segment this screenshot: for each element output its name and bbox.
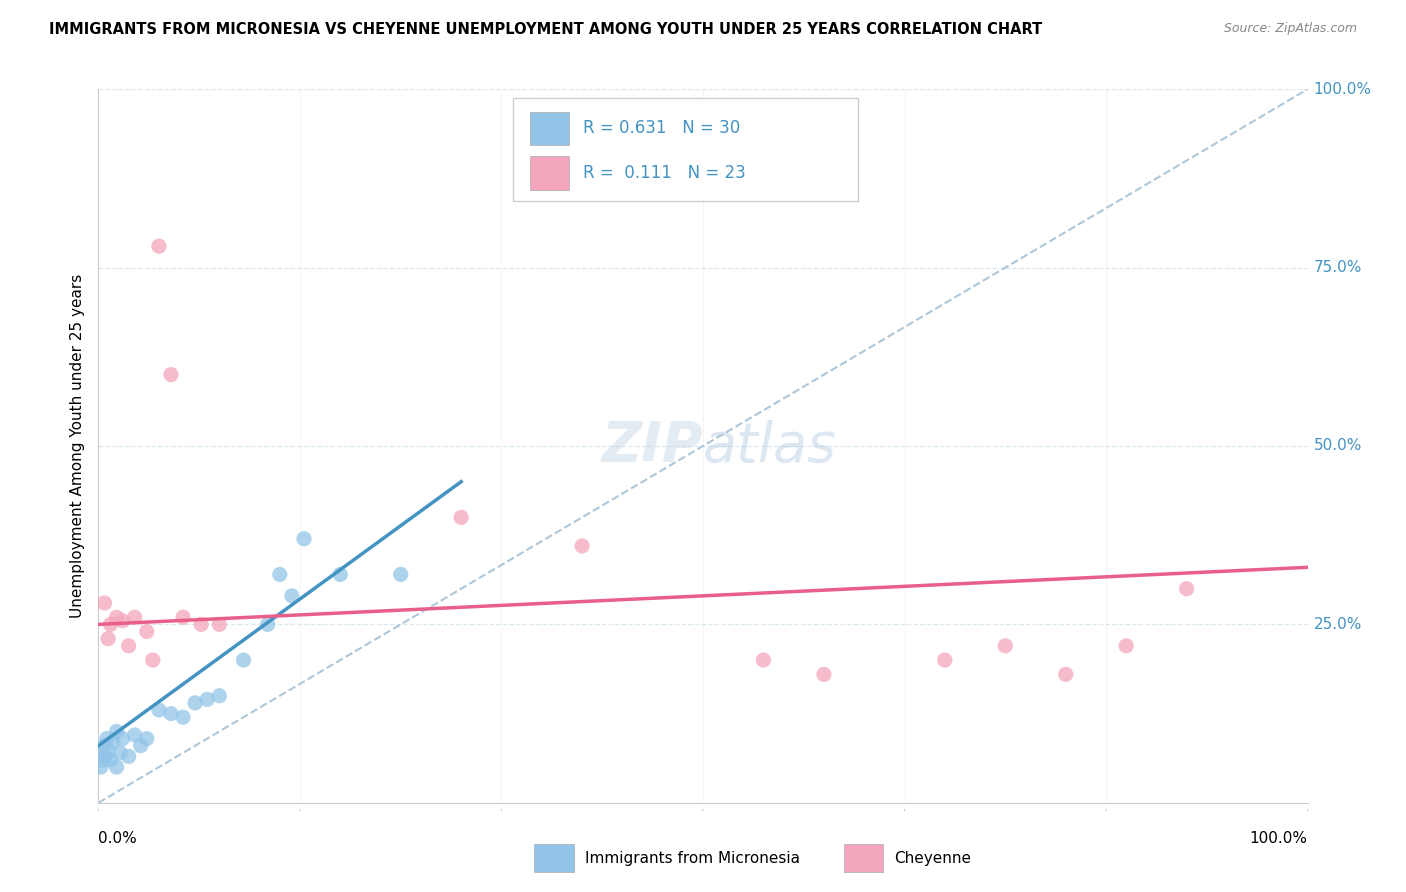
Point bbox=[148, 703, 170, 717]
Point bbox=[256, 617, 278, 632]
Text: Immigrants from Micronesia: Immigrants from Micronesia bbox=[585, 851, 800, 865]
Point bbox=[389, 567, 412, 582]
Text: 75.0%: 75.0% bbox=[1313, 260, 1362, 275]
Point bbox=[100, 617, 122, 632]
Text: 100.0%: 100.0% bbox=[1250, 831, 1308, 847]
Text: Source: ZipAtlas.com: Source: ZipAtlas.com bbox=[1223, 22, 1357, 36]
Point bbox=[93, 739, 115, 753]
Point bbox=[1175, 582, 1198, 596]
Point bbox=[752, 653, 775, 667]
Point bbox=[105, 760, 128, 774]
Y-axis label: Unemployment Among Youth under 25 years: Unemployment Among Youth under 25 years bbox=[69, 274, 84, 618]
Point bbox=[96, 731, 118, 746]
Point bbox=[208, 617, 231, 632]
Point bbox=[208, 689, 231, 703]
Point bbox=[108, 746, 131, 760]
Point bbox=[118, 749, 141, 764]
Point bbox=[111, 614, 134, 628]
Point bbox=[281, 589, 304, 603]
Point bbox=[269, 567, 291, 582]
Point bbox=[329, 567, 352, 582]
Text: IMMIGRANTS FROM MICRONESIA VS CHEYENNE UNEMPLOYMENT AMONG YOUTH UNDER 25 YEARS C: IMMIGRANTS FROM MICRONESIA VS CHEYENNE U… bbox=[49, 22, 1042, 37]
Point bbox=[93, 596, 115, 610]
Point bbox=[94, 749, 117, 764]
Text: 50.0%: 50.0% bbox=[1313, 439, 1362, 453]
Point bbox=[135, 731, 157, 746]
Point bbox=[118, 639, 141, 653]
Point bbox=[101, 735, 124, 749]
Point bbox=[232, 653, 254, 667]
Point bbox=[450, 510, 472, 524]
Point bbox=[97, 632, 120, 646]
Point bbox=[1054, 667, 1077, 681]
Point bbox=[292, 532, 315, 546]
Point bbox=[934, 653, 956, 667]
Point bbox=[184, 696, 207, 710]
Text: atlas: atlas bbox=[703, 419, 837, 473]
Point bbox=[105, 724, 128, 739]
Point bbox=[105, 610, 128, 624]
Text: R = 0.631   N = 30: R = 0.631 N = 30 bbox=[583, 120, 741, 137]
Point bbox=[172, 710, 194, 724]
Text: R =  0.111   N = 23: R = 0.111 N = 23 bbox=[583, 164, 747, 182]
Point bbox=[994, 639, 1017, 653]
Point bbox=[148, 239, 170, 253]
Text: 25.0%: 25.0% bbox=[1313, 617, 1362, 632]
Point bbox=[1115, 639, 1137, 653]
Point bbox=[195, 692, 218, 706]
Text: 100.0%: 100.0% bbox=[1313, 82, 1372, 96]
Point bbox=[571, 539, 593, 553]
Point bbox=[111, 731, 134, 746]
Point bbox=[124, 728, 146, 742]
Text: Cheyenne: Cheyenne bbox=[894, 851, 972, 865]
Point bbox=[129, 739, 152, 753]
Point bbox=[142, 653, 165, 667]
Text: 0.0%: 0.0% bbox=[98, 831, 138, 847]
Point bbox=[97, 742, 120, 756]
Point bbox=[124, 610, 146, 624]
Point bbox=[91, 753, 114, 767]
Point bbox=[90, 760, 112, 774]
Point bbox=[190, 617, 212, 632]
Point bbox=[160, 706, 183, 721]
Text: ZIP: ZIP bbox=[602, 419, 703, 473]
Point bbox=[160, 368, 183, 382]
Point bbox=[100, 753, 122, 767]
Point bbox=[135, 624, 157, 639]
Point bbox=[172, 610, 194, 624]
Point bbox=[813, 667, 835, 681]
Point bbox=[91, 746, 114, 760]
